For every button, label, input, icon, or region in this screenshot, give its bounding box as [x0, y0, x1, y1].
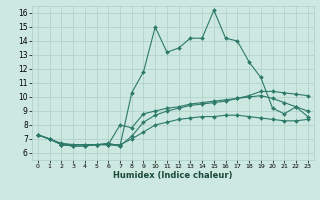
- X-axis label: Humidex (Indice chaleur): Humidex (Indice chaleur): [113, 171, 233, 180]
